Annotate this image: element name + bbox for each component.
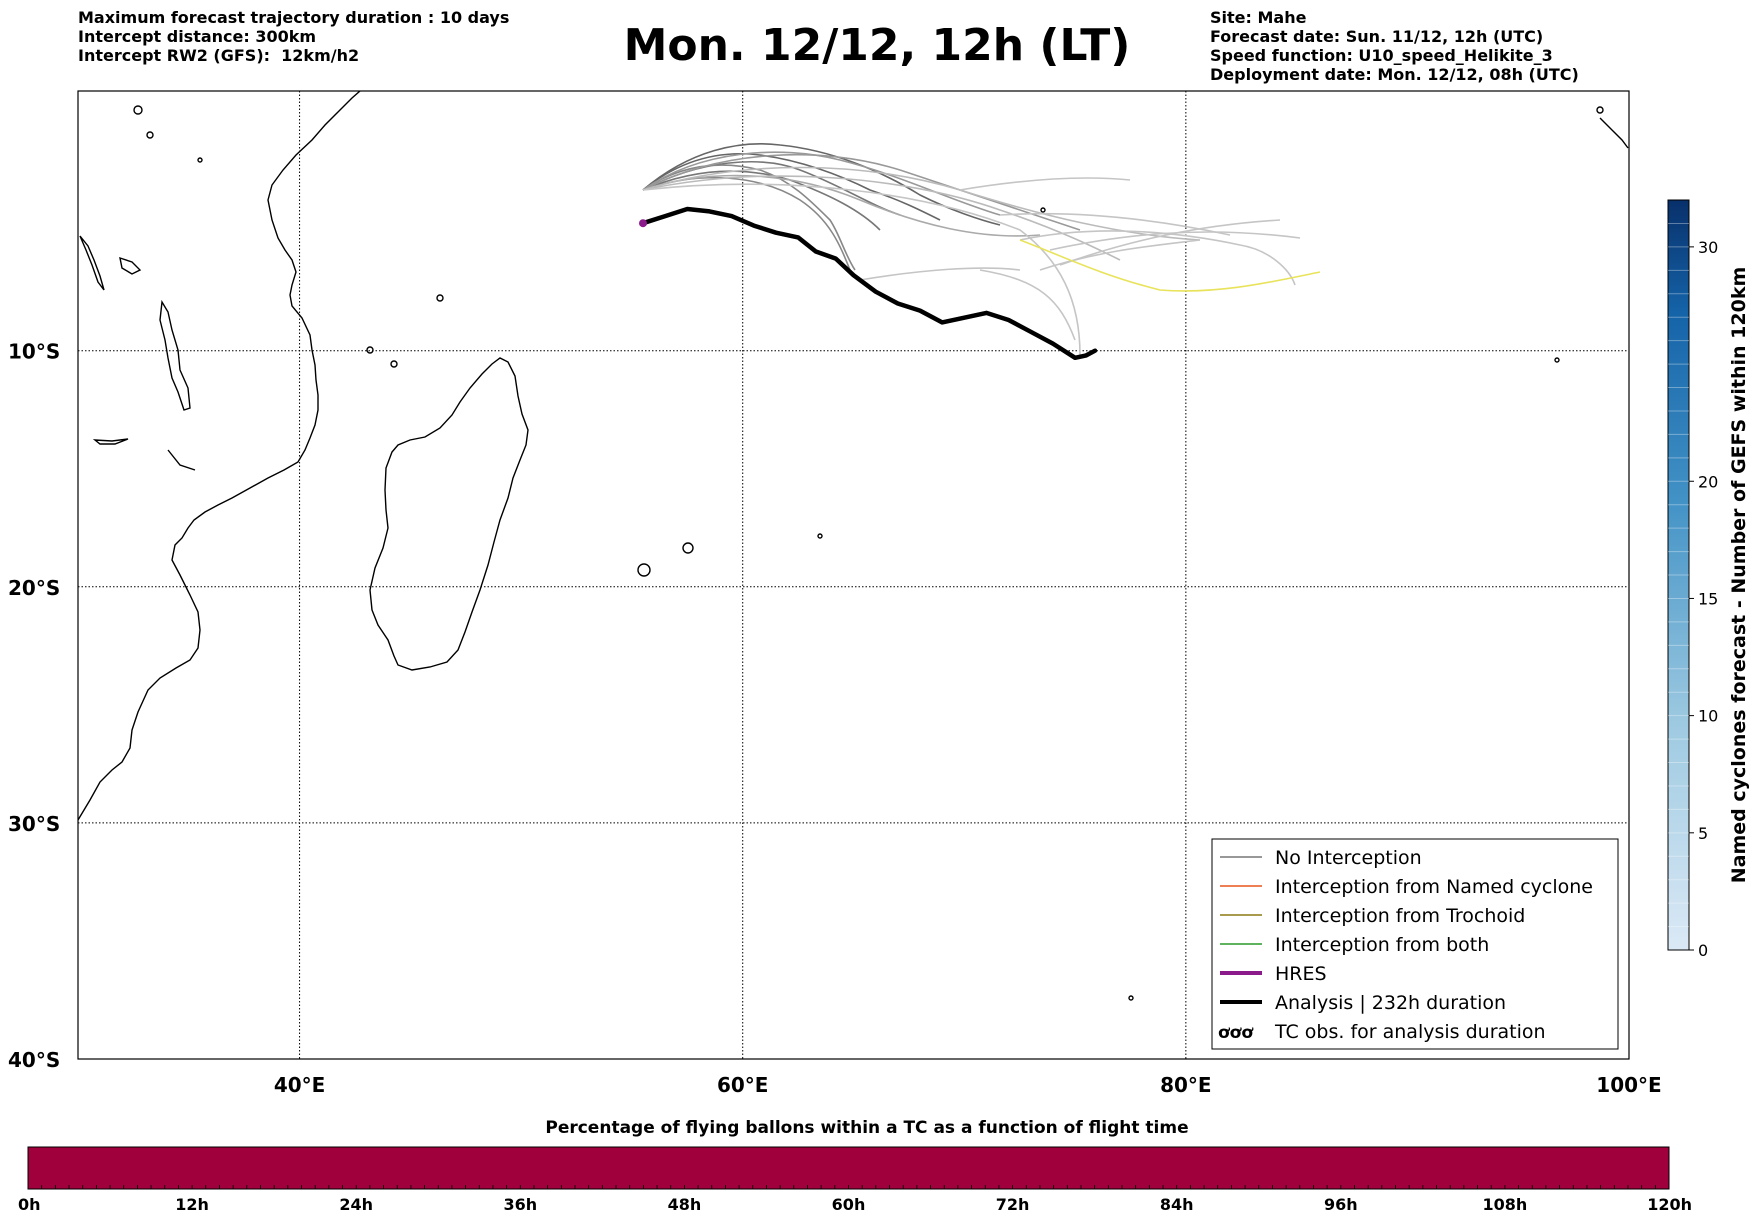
launch-site-marker xyxy=(639,219,648,228)
longitude-labels: 40°E 60°E 80°E 100°E xyxy=(274,1073,1662,1097)
legend: No Interception Interception from Named c… xyxy=(1211,838,1619,1050)
latitude-labels: 10°S 20°S 30°S 40°S xyxy=(8,340,60,1072)
header-left-line-1: Maximum forecast trajectory duration : 1… xyxy=(78,8,510,27)
flight-time-bar: Percentage of flying ballons within a TC… xyxy=(18,1118,1692,1214)
lat-tick-label: 10°S xyxy=(8,340,60,364)
legend-label: Interception from Named cyclone xyxy=(1275,876,1593,898)
colorbar-tick-label: 15 xyxy=(1698,589,1718,608)
legend-label: No Interception xyxy=(1275,847,1422,869)
lon-tick-label: 80°E xyxy=(1160,1073,1212,1097)
bottom-tick-label: 72h xyxy=(996,1195,1030,1214)
cyclone-colorbar: 0 5 10 15 20 30 Named cyclones forecast - Num… xyxy=(1667,199,1750,960)
bottom-tick-label: 36h xyxy=(503,1195,537,1214)
bottom-tick-label: 48h xyxy=(668,1195,702,1214)
lon-tick-label: 100°E xyxy=(1596,1073,1661,1097)
legend-label: HRES xyxy=(1275,963,1327,985)
lat-tick-label: 30°S xyxy=(8,812,60,836)
coastlines xyxy=(78,91,1629,1001)
colorbar-tick-label: 0 xyxy=(1698,941,1708,960)
colorbar-tick-label: 30 xyxy=(1698,238,1718,257)
page-title: Mon. 12/12, 12h (LT) xyxy=(623,20,1131,71)
header-left-line-3: Intercept RW2 (GFS): 12km/h2 xyxy=(78,46,360,65)
header-left-line-2: Intercept distance: 300km xyxy=(78,27,317,46)
bottom-tick-label: 24h xyxy=(339,1195,373,1214)
bottom-tick-label: 120h xyxy=(1647,1195,1692,1214)
bottom-tick-label: 84h xyxy=(1160,1195,1194,1214)
legend-label: Interception from Trochoid xyxy=(1275,905,1525,927)
header-right-line-2: Forecast date: Sun. 11/12, 12h (UTC) xyxy=(1210,27,1544,46)
header-right-line-4: Deployment date: Mon. 12/12, 08h (UTC) xyxy=(1210,65,1579,84)
colorbar-tick-label: 10 xyxy=(1698,707,1718,726)
colorbar-tick-label: 20 xyxy=(1698,472,1718,491)
bottom-tick-label: 60h xyxy=(832,1195,866,1214)
analysis-track xyxy=(640,206,1098,361)
header-right-line-1: Site: Mahe xyxy=(1210,8,1307,27)
bottom-tick-label: 0h xyxy=(18,1195,41,1214)
legend-symbol-icon: ơơơ xyxy=(1218,1023,1254,1043)
colorbar-tick-label: 5 xyxy=(1698,824,1708,843)
ensemble-trajectories xyxy=(642,143,1321,356)
graticule xyxy=(78,91,1629,1059)
lat-tick-label: 40°S xyxy=(8,1048,60,1072)
legend-label: TC obs. for analysis duration xyxy=(1274,1021,1546,1043)
lon-tick-label: 60°E xyxy=(717,1073,769,1097)
legend-label: Analysis | 232h duration xyxy=(1275,992,1506,1014)
legend-label: Interception from both xyxy=(1275,934,1489,956)
bottom-tick-label: 96h xyxy=(1324,1195,1358,1214)
bottom-tick-label: 12h xyxy=(175,1195,209,1214)
lat-tick-label: 20°S xyxy=(8,576,60,600)
bottom-bar-title: Percentage of flying ballons within a TC… xyxy=(545,1118,1188,1138)
colorbar-label: Named cyclones forecast - Number of GEFS… xyxy=(1728,267,1750,884)
lon-tick-label: 40°E xyxy=(274,1073,326,1097)
bottom-tick-label: 108h xyxy=(1483,1195,1528,1214)
header-right-line-3: Speed function: U10_speed_Helikite_3 xyxy=(1210,46,1553,65)
